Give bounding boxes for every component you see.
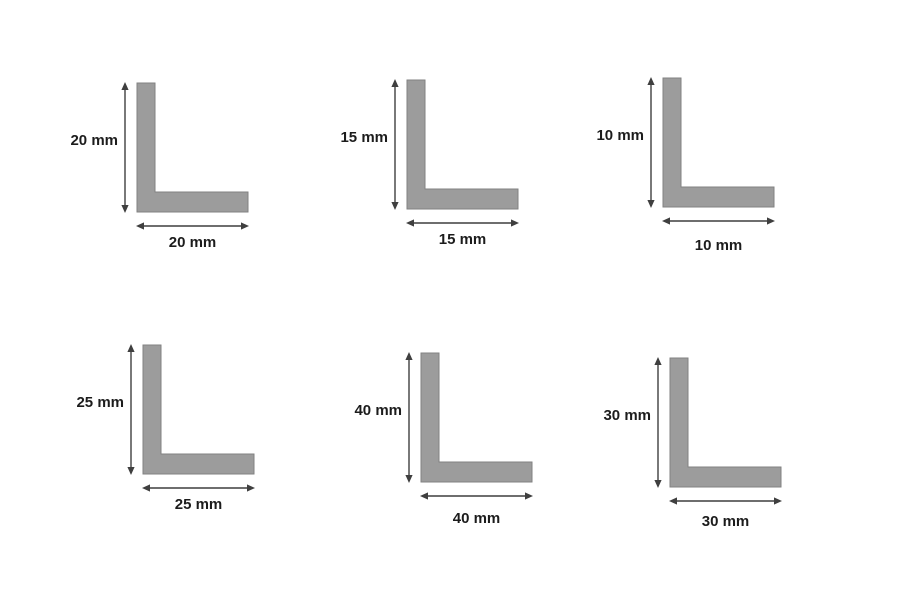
width-dimension-label: 10 mm bbox=[694, 237, 743, 254]
angle-figure: 40 mm 40 mm bbox=[324, 330, 554, 530]
angle-figure: 15 mm 15 mm bbox=[310, 57, 540, 257]
height-dimension-arrow bbox=[391, 79, 399, 210]
angle-figure: 30 mm 30 mm bbox=[573, 335, 803, 535]
l-profile-shape bbox=[406, 79, 519, 210]
width-dimension-label: 40 mm bbox=[452, 510, 501, 527]
angle-figure: 10 mm 10 mm bbox=[566, 55, 796, 255]
width-dimension-label: 20 mm bbox=[168, 234, 217, 251]
width-dimension-arrow bbox=[662, 217, 775, 225]
height-dimension-label: 15 mm bbox=[340, 129, 388, 146]
angle-profile-diagram bbox=[127, 344, 255, 492]
width-dimension-label: 30 mm bbox=[701, 513, 750, 530]
angle-figure: 25 mm 25 mm bbox=[46, 322, 276, 522]
width-dimension-arrow bbox=[420, 492, 533, 500]
l-profile-shape bbox=[669, 357, 782, 488]
angle-profile-diagram bbox=[391, 79, 519, 227]
l-profile-shape bbox=[142, 344, 255, 475]
height-dimension-arrow bbox=[654, 357, 662, 488]
l-profile-shape bbox=[136, 82, 249, 213]
angle-profile-diagram bbox=[654, 357, 782, 505]
angle-figure: 20 mm 20 mm bbox=[40, 60, 270, 260]
angle-profile-diagram bbox=[405, 352, 533, 500]
height-dimension-arrow bbox=[127, 344, 135, 475]
width-dimension-arrow bbox=[142, 484, 255, 492]
height-dimension-label: 40 mm bbox=[354, 402, 402, 419]
width-dimension-arrow bbox=[406, 219, 519, 227]
angle-profile-diagram bbox=[647, 77, 775, 225]
l-profile-shape bbox=[662, 77, 775, 208]
height-dimension-label: 25 mm bbox=[76, 394, 124, 411]
height-dimension-label: 30 mm bbox=[603, 407, 651, 424]
height-dimension-label: 10 mm bbox=[596, 127, 644, 144]
height-dimension-arrow bbox=[121, 82, 129, 213]
width-dimension-label: 25 mm bbox=[174, 496, 223, 513]
height-dimension-label: 20 mm bbox=[70, 132, 118, 149]
width-dimension-label: 15 mm bbox=[438, 231, 487, 248]
width-dimension-arrow bbox=[669, 497, 782, 505]
l-profile-shape bbox=[420, 352, 533, 483]
width-dimension-arrow bbox=[136, 222, 249, 230]
height-dimension-arrow bbox=[647, 77, 655, 208]
height-dimension-arrow bbox=[405, 352, 413, 483]
angle-profile-diagram bbox=[121, 82, 249, 230]
